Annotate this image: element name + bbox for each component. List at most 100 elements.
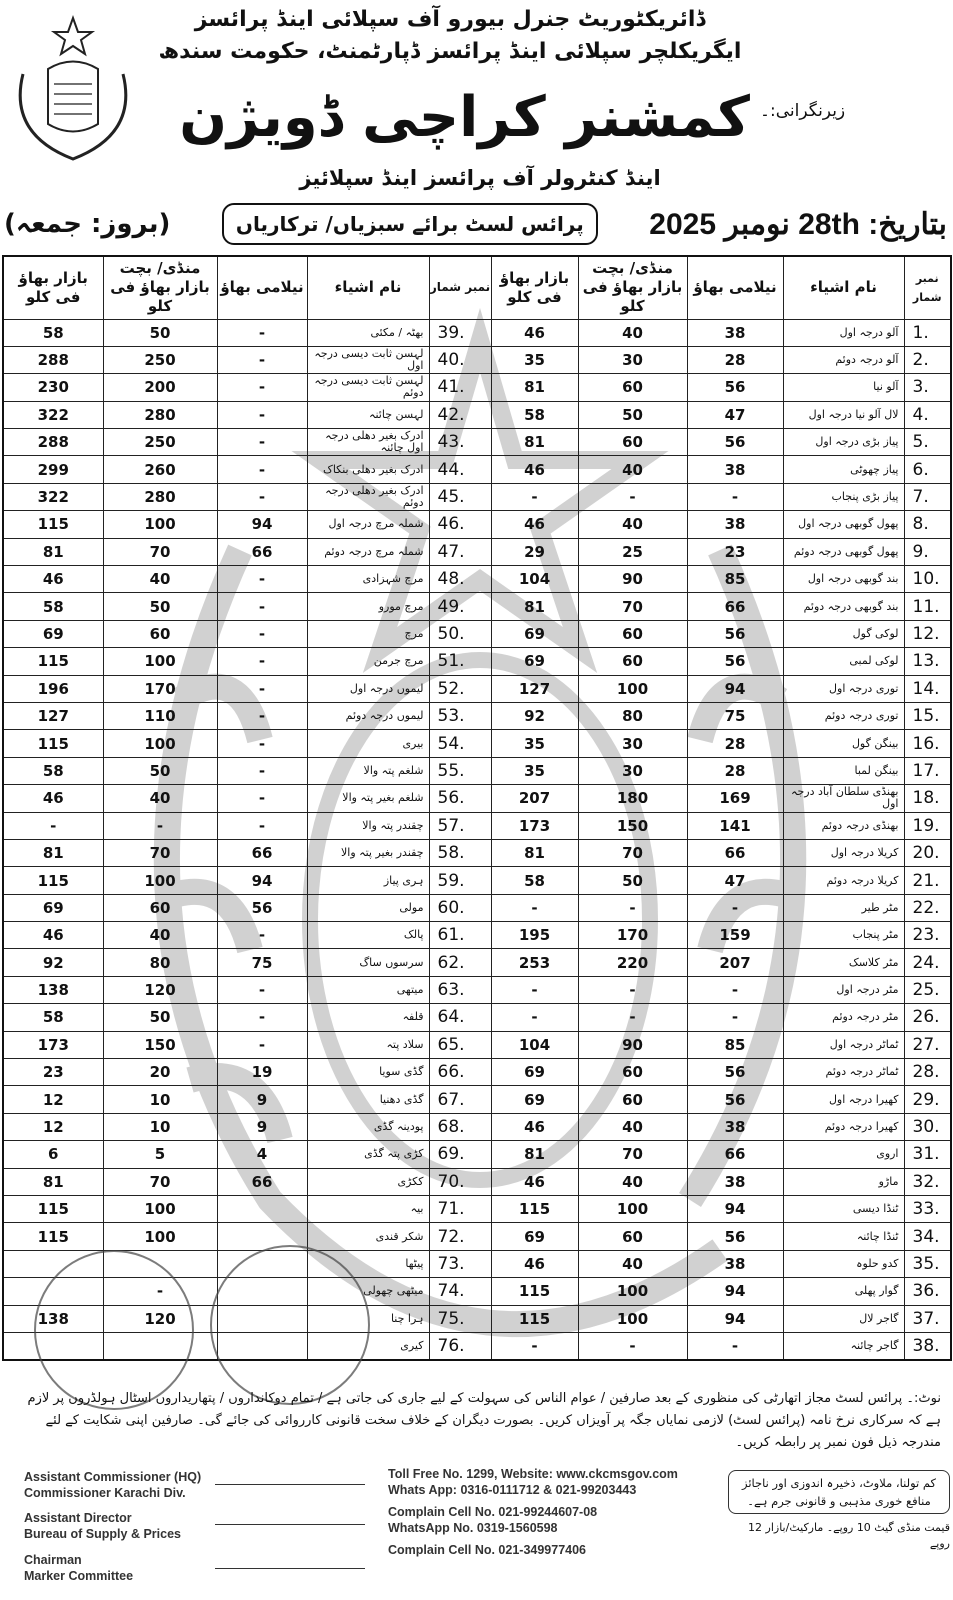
item-name: اروی — [782, 1140, 905, 1169]
item-name: مٹر کلاسک — [782, 948, 905, 977]
serial-number: 55. — [428, 756, 492, 786]
auction-price: - — [686, 1331, 784, 1361]
auction-price: - — [216, 400, 308, 430]
auction-price: - — [686, 482, 784, 512]
header-department: ڈائریکٹوریٹ جنرل بیورو آف سپلائی اینڈ پر… — [150, 4, 750, 68]
table-row: 81 70 66 ککڑی 70. 46 40 38 ماڑو 32. — [2, 1167, 952, 1197]
serial-number: 36. — [903, 1277, 952, 1306]
header-mandi: منڈی/ بچت بازار بھاؤ فی کلو — [102, 255, 218, 320]
item-name: گوار پھلی — [782, 1277, 905, 1306]
item-name: لوکی گول — [782, 619, 905, 649]
table-row: - - - چقندر پتہ والا 57. 173 150 141 بھنڈی درجہ … — [2, 811, 952, 840]
bazar-price: 12 — [2, 1112, 104, 1142]
table-row: 127 110- لیموں درجہ دوئم 53. 92 80 75 توری درجہ… — [2, 701, 952, 731]
day-label: (بروز: جمعہ) — [4, 209, 171, 239]
item-name: مٹر درجہ دوئم — [782, 1003, 905, 1032]
mandi-price: 50 — [102, 592, 218, 621]
bazar-price: 81 — [490, 428, 579, 457]
auction-price: 19 — [216, 1058, 308, 1087]
table-row: 173 150- سلاد پتہ 65. 104 90 85 ٹماٹر درجہ اول 2… — [2, 1030, 952, 1060]
item-name: کریلا درجہ دوئم — [782, 866, 905, 895]
item-name: پیاز چھوٹی — [782, 455, 905, 484]
signatory-title: Assistant Commissioner (HQ) — [24, 1470, 202, 1484]
auction-price: - — [216, 1030, 308, 1060]
mandi-price: 60 — [577, 1085, 688, 1114]
serial-number: 27. — [903, 1030, 952, 1060]
item-name: ٹماٹر درجہ دوئم — [782, 1058, 905, 1087]
item-name: پھول گوبھی درجہ اول — [782, 510, 905, 539]
table-row: 58 50- مرچ مورو 49. 81 70 66 بند گوبھی درجہ دوئ… — [2, 592, 952, 621]
bazar-price: 81 — [2, 537, 104, 567]
item-name: گڈی دھنیا — [306, 1085, 430, 1114]
mandi-price: 100 — [577, 1194, 688, 1224]
footer-right: کم تولنا، ملاوٹ، ذخیرہ اندوزی اور ناجائز… — [728, 1470, 950, 1552]
bazar-price: 115 — [490, 1194, 579, 1224]
item-name: توری درجہ اول — [782, 674, 905, 703]
header-line1: ڈائریکٹوریٹ جنرل بیورو آف سپلائی اینڈ پر… — [194, 7, 706, 32]
mandi-price: 50 — [102, 318, 218, 347]
mandi-price: 260 — [102, 455, 218, 484]
table-row: 299 260- ادرک بغیر دھلی بنکاک 44. 46 40 38 پیاز… — [2, 455, 952, 484]
mandi-price: 60 — [577, 1058, 688, 1087]
bazar-price: 46 — [490, 1249, 579, 1279]
auction-price: - — [216, 592, 308, 621]
bazar-price: 230 — [2, 373, 104, 402]
auction-price: 38 — [686, 1249, 784, 1279]
table-row: 46 40- مرچ شہزادی 48. 104 90 85 بند گوبھی درجہ … — [2, 565, 952, 594]
auction-price: 159 — [686, 921, 784, 950]
auction-price: - — [216, 482, 308, 512]
supervision-label: زیرنگرانی:۔ — [760, 101, 846, 121]
mandi-price: 100 — [102, 1222, 218, 1251]
mandi-price: 80 — [577, 701, 688, 731]
item-name: بند گوبھی درجہ دوئم — [782, 592, 905, 621]
mandi-price: 90 — [577, 565, 688, 594]
table-row: 58 50- قلفہ 64. - - - مٹر درجہ دوئم 26. — [2, 1003, 952, 1032]
serial-number: 44. — [428, 455, 492, 484]
auction-price: 207 — [686, 948, 784, 977]
item-name: ککڑی — [306, 1167, 430, 1197]
auction-price: 23 — [686, 537, 784, 567]
mandi-price: 70 — [102, 537, 218, 567]
date-value: 28th نومبر 2025 — [649, 207, 860, 241]
notice-text: نوٹ:۔ پرائس لسٹ مجاز اتھارٹی کی منظوری ک… — [27, 1391, 941, 1450]
price-list-label: پرائس لسٹ برائے سبزیاں/ ترکاریاں — [221, 203, 598, 245]
serial-number: 10. — [903, 565, 952, 594]
auction-price: 28 — [686, 345, 784, 375]
serial-number: 58. — [428, 838, 492, 868]
item-name: مولی — [306, 893, 430, 923]
serial-number: 45. — [428, 482, 492, 512]
serial-number: 29. — [903, 1085, 952, 1114]
bazar-price: 288 — [2, 428, 104, 457]
auction-price — [216, 1222, 308, 1251]
auction-price: 28 — [686, 756, 784, 786]
bazar-price: - — [490, 893, 579, 923]
auction-price: 56 — [686, 1058, 784, 1087]
serial-number: 53. — [428, 701, 492, 731]
item-name: ٹنڈا دیسی — [782, 1194, 905, 1224]
mandi-price: 60 — [577, 647, 688, 676]
auction-price: 94 — [216, 510, 308, 539]
auction-price: 38 — [686, 318, 784, 347]
whatsapp: Whats App: 0316-0111712 & 021-99203443 — [388, 1483, 637, 1497]
item-name: ادرک بغیر دھلی درجہ اول چائنہ — [306, 428, 430, 457]
serial-number: 49. — [428, 592, 492, 621]
signatory-title: Assistant Director — [24, 1511, 132, 1525]
item-name: چقندر بغیر پتہ والا — [306, 838, 430, 868]
signature-line — [215, 1524, 365, 1525]
signatory-1: Assistant Commissioner (HQ) Commissioner … — [24, 1469, 201, 1501]
bazar-price: 92 — [490, 701, 579, 731]
bazar-price: 299 — [2, 455, 104, 484]
mandi-price: 70 — [102, 1167, 218, 1197]
auction-price: 38 — [686, 510, 784, 539]
bazar-price: 115 — [490, 1277, 579, 1306]
auction-price: 66 — [686, 592, 784, 621]
mandi-price: 40 — [577, 510, 688, 539]
mandi-price: 40 — [577, 455, 688, 484]
signatory-office: Commissioner Karachi Div. — [24, 1486, 186, 1500]
auction-price: 66 — [216, 1167, 308, 1197]
auction-price: - — [686, 1003, 784, 1032]
header-mandi: منڈی/ بچت بازار بھاؤ فی کلو — [577, 255, 688, 320]
serial-number: 64. — [428, 1003, 492, 1032]
mandi-price: 30 — [577, 729, 688, 758]
bazar-price: 69 — [490, 619, 579, 649]
